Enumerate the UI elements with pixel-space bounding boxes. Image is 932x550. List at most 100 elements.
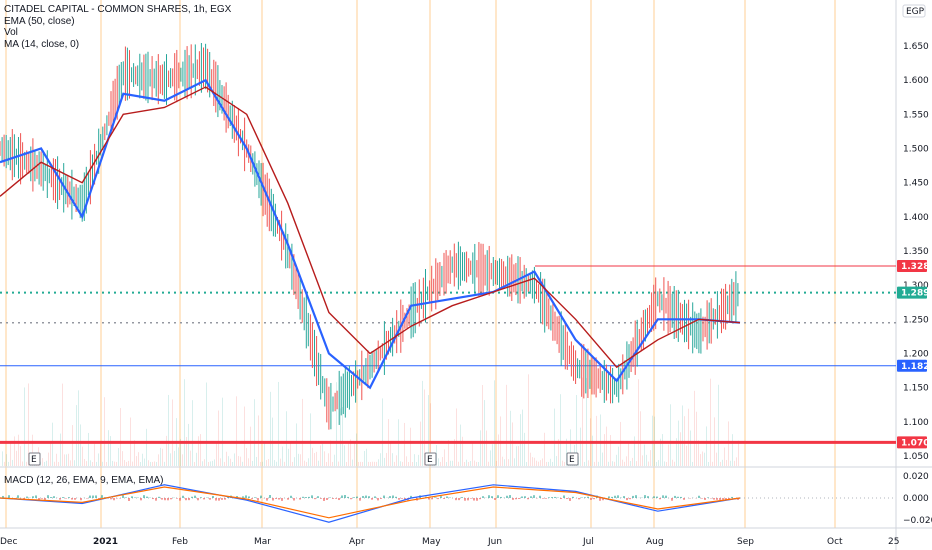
volume-bar <box>534 457 535 466</box>
macd-histogram-bar <box>455 498 457 501</box>
volume-bar <box>282 446 283 466</box>
volume-bar <box>346 461 347 466</box>
volume-bar <box>144 458 145 466</box>
macd-histogram-bar <box>359 498 361 501</box>
macd-histogram-bar <box>473 498 475 501</box>
volume-bar <box>530 452 531 466</box>
volume-bar <box>452 460 453 466</box>
volume-bar <box>136 456 137 466</box>
price-tag-label: 1.182 <box>901 362 929 372</box>
legend-ma: MA (14, close, 0) <box>4 39 80 50</box>
volume-bar <box>204 459 205 466</box>
volume-bar <box>610 435 611 466</box>
volume-bar <box>698 440 699 466</box>
macd-histogram-bar <box>299 498 301 500</box>
macd-histogram-bar <box>533 495 535 498</box>
volume-bar <box>582 377 583 466</box>
volume-bar <box>188 423 189 466</box>
volume-bar <box>686 445 687 466</box>
volume-bar <box>108 430 109 466</box>
macd-histogram-bar <box>131 496 133 498</box>
macd-histogram-bar <box>125 497 127 498</box>
macd-histogram-bar <box>188 498 190 501</box>
volume-bar <box>622 459 623 466</box>
volume-bar <box>372 461 373 466</box>
volume-bar <box>160 447 161 466</box>
macd-histogram-bar <box>320 498 322 499</box>
volume-bar <box>186 437 187 466</box>
volume-bar <box>470 460 471 466</box>
volume-bar <box>374 461 375 466</box>
volume-bar <box>528 374 529 466</box>
macd-histogram-bar <box>50 497 52 498</box>
volume-bar <box>48 452 49 466</box>
macd-histogram-bar <box>545 498 547 499</box>
volume-bar <box>644 444 645 466</box>
macd-histogram-bar <box>611 496 613 498</box>
macd-histogram-bar <box>446 496 448 498</box>
volume-bar <box>252 460 253 466</box>
volume-bar <box>110 436 111 466</box>
macd-histogram-bar <box>95 495 97 498</box>
volume-bar <box>608 461 609 466</box>
macd-histogram-bar <box>236 495 238 498</box>
volume-bar <box>354 442 355 466</box>
macd-histogram-bar <box>632 495 634 498</box>
volume-bar <box>368 461 369 466</box>
volume-bar <box>202 461 203 466</box>
volume-bar <box>292 461 293 466</box>
volume-bar <box>396 455 397 466</box>
volume-bar <box>704 452 705 466</box>
time-tick-label: Sep <box>737 537 754 547</box>
macd-histogram-bar <box>551 497 553 498</box>
macd-histogram-bar <box>308 496 310 498</box>
volume-bar <box>458 461 459 466</box>
volume-bar <box>288 448 289 466</box>
volume-bar <box>302 398 303 466</box>
volume-bar <box>496 460 497 466</box>
macd-histogram-bar <box>341 495 343 498</box>
macd-histogram-bar <box>38 498 40 500</box>
volume-bar <box>366 448 367 466</box>
volume-bar <box>164 461 165 466</box>
macd-histogram-bar <box>677 496 679 498</box>
volume-bar <box>498 434 499 466</box>
macd-histogram-bar <box>494 498 496 500</box>
volume-bar <box>284 461 285 466</box>
macd-histogram-bar <box>395 496 397 498</box>
volume-bar <box>170 453 171 466</box>
volume-bar <box>104 397 105 466</box>
volume-bar <box>162 448 163 466</box>
chart-title: CITADEL CAPITAL - COMMON SHARES, 1h, EGX <box>4 4 232 15</box>
volume-bar <box>88 432 89 466</box>
volume-bar <box>124 460 125 466</box>
currency-badge: EGP <box>902 4 926 18</box>
volume-bar <box>636 461 637 466</box>
volume-bar <box>712 461 713 466</box>
volume-bar <box>106 461 107 466</box>
volume-bar <box>414 454 415 466</box>
macd-histogram-bar <box>356 496 358 498</box>
volume-bar <box>462 436 463 466</box>
volume-bar <box>386 452 387 466</box>
volume-bar <box>716 452 717 466</box>
volume-bar <box>148 460 149 466</box>
volume-bar <box>362 461 363 466</box>
macd-histogram-bar <box>581 497 583 498</box>
macd-histogram-bar <box>497 495 499 498</box>
volume-bar <box>460 424 461 466</box>
macd-histogram-bar <box>197 498 199 501</box>
volume-bar <box>450 460 451 466</box>
macd-histogram-bar <box>224 498 226 500</box>
macd-histogram-bar <box>35 495 37 498</box>
volume-bar <box>42 458 43 466</box>
macd-histogram-bar <box>65 498 67 499</box>
macd-histogram-bar <box>653 496 655 498</box>
macd-histogram-bar <box>266 498 268 501</box>
time-tick-label: Apr <box>349 537 365 547</box>
volume-bar <box>412 461 413 466</box>
macd-histogram-bar <box>332 498 334 499</box>
volume-bar <box>508 459 509 466</box>
macd-histogram-bar <box>380 498 382 499</box>
